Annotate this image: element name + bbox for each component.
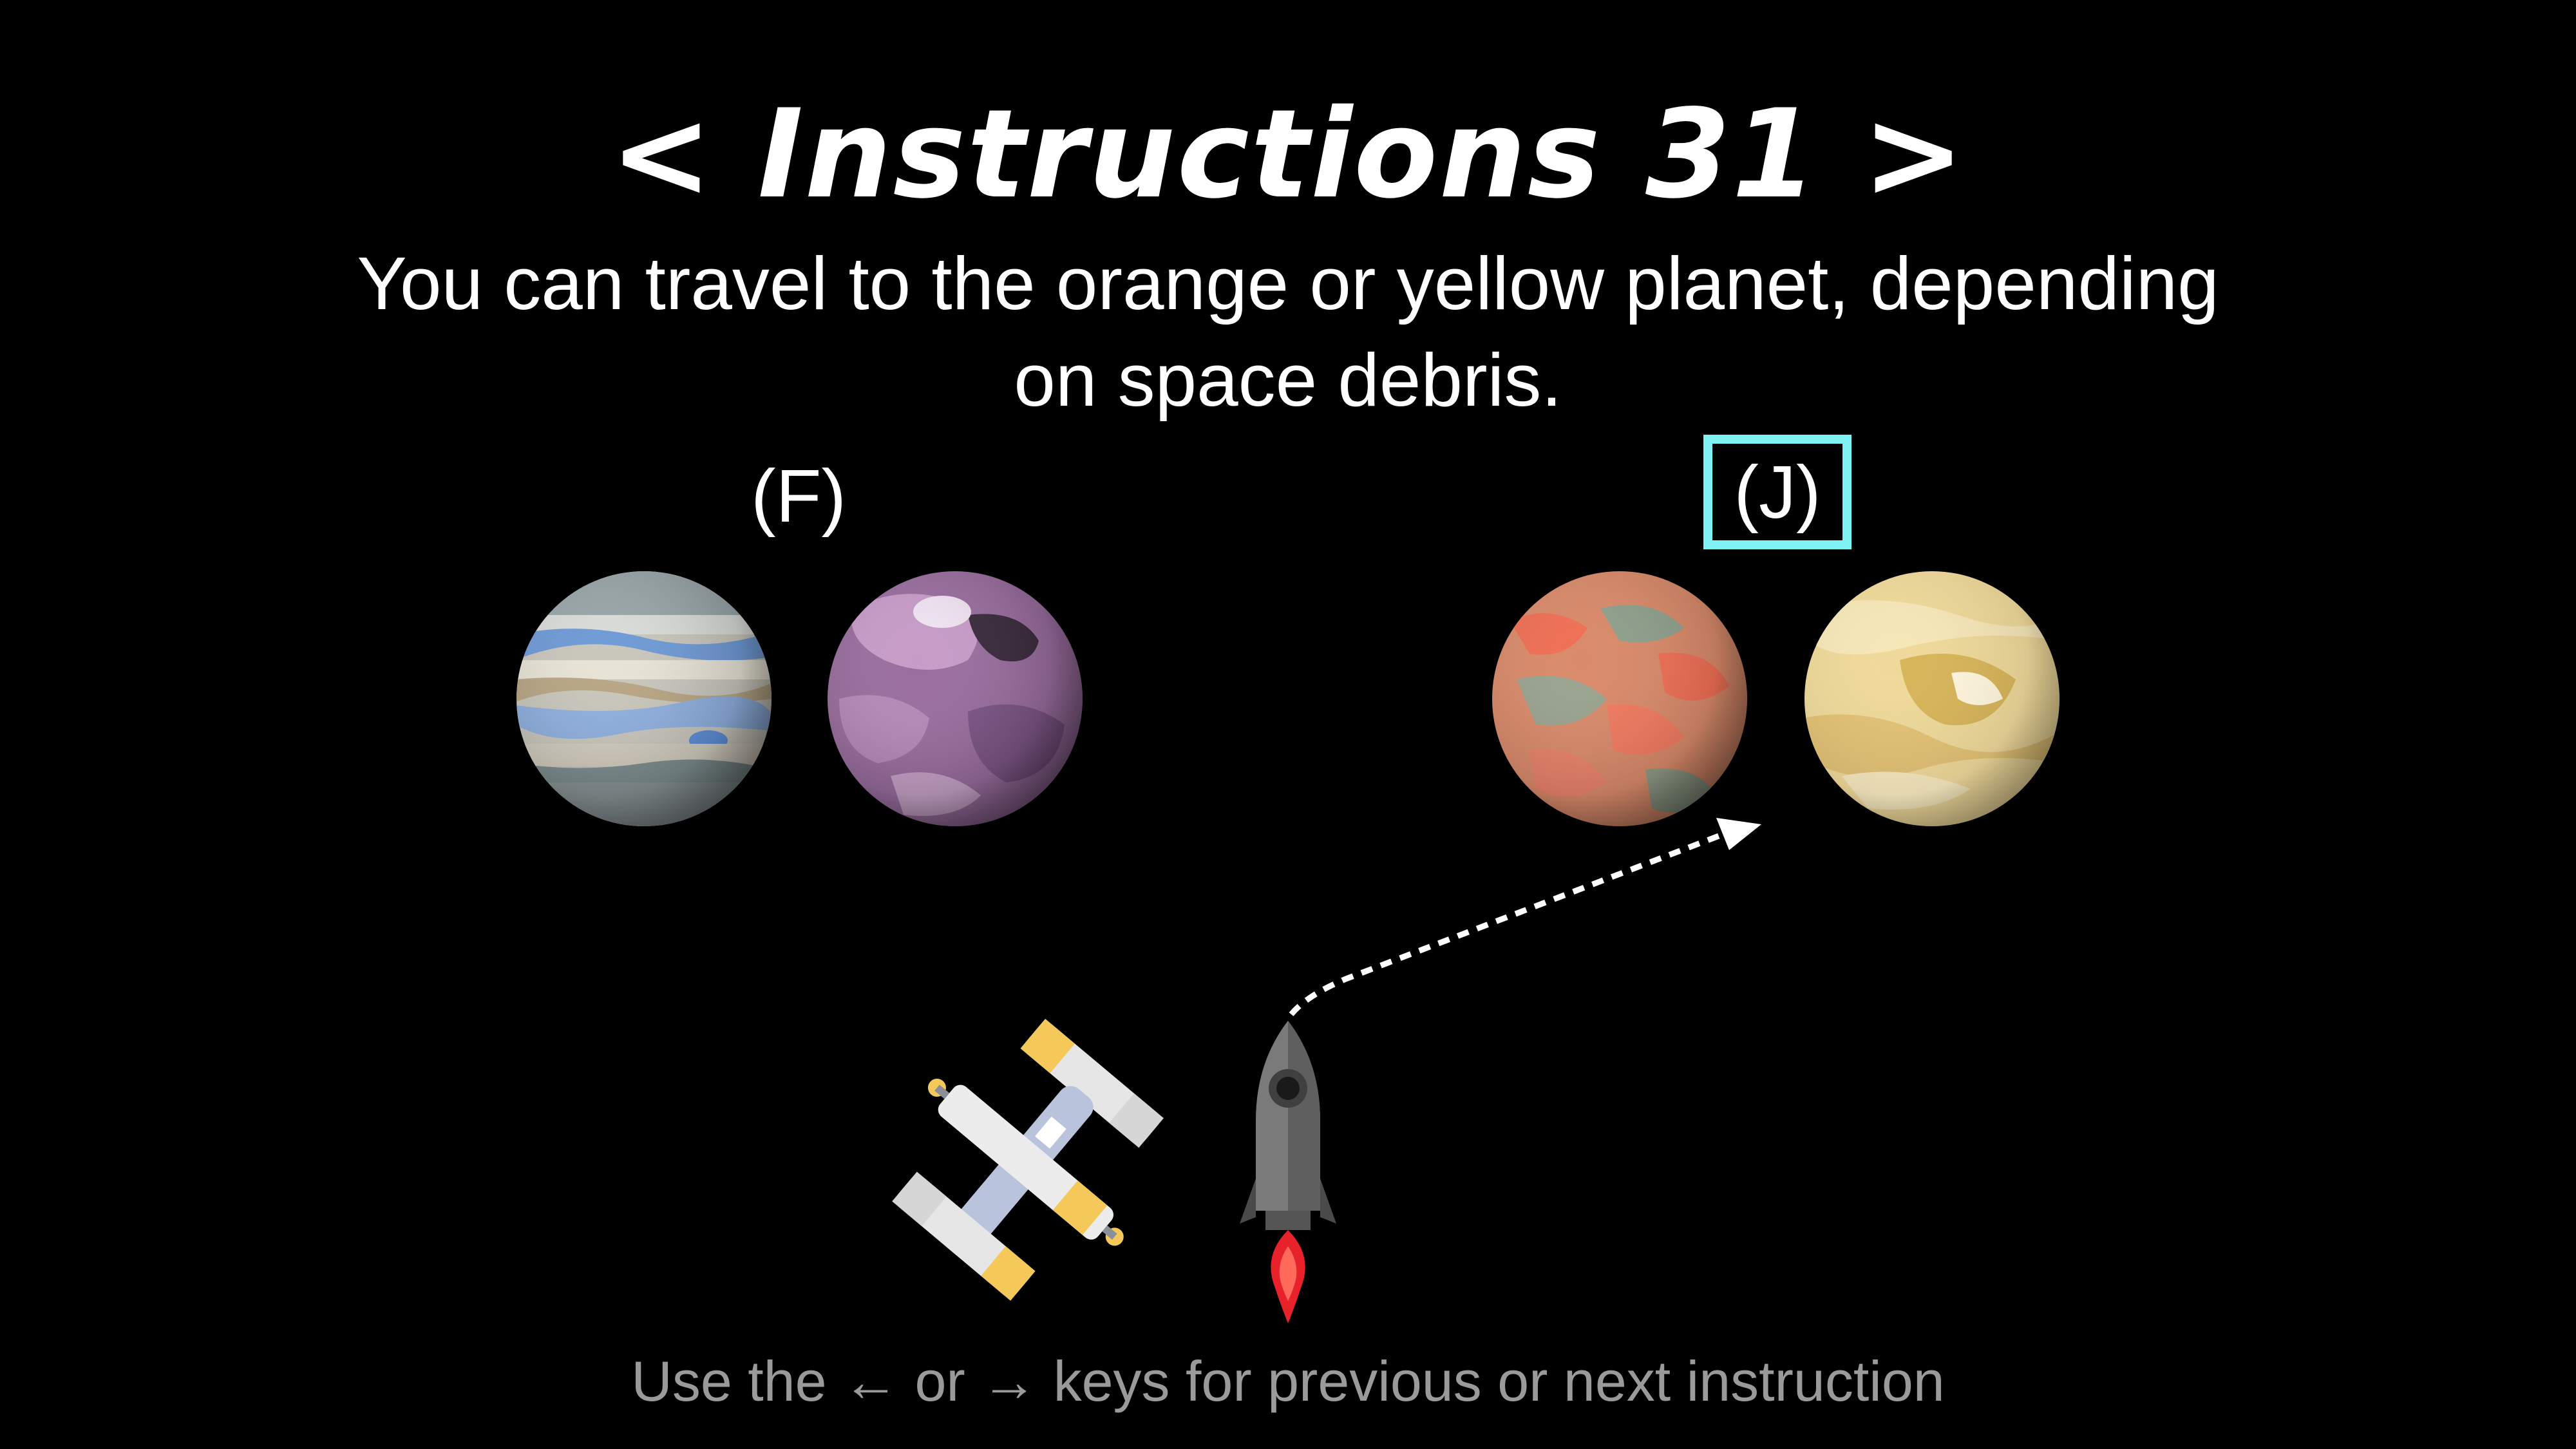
purple-planet-icon [828, 571, 1083, 826]
navigation-hint: Use the ← or → keys for previous or next… [631, 1349, 1945, 1413]
rocket-icon [1240, 1021, 1336, 1323]
page-title: < Instructions 31 > [610, 83, 1966, 225]
yellow-planet-icon [1804, 571, 2060, 826]
instruction-text: You can travel to the orange or yellow p… [357, 242, 2219, 422]
space-station-icon [892, 1018, 1164, 1301]
blue-striped-planet-icon [516, 571, 772, 826]
key-label-f: (F) [750, 454, 847, 538]
key-label-j-selected: (J) [1703, 435, 1852, 549]
orange-planet-icon [1492, 571, 1747, 826]
